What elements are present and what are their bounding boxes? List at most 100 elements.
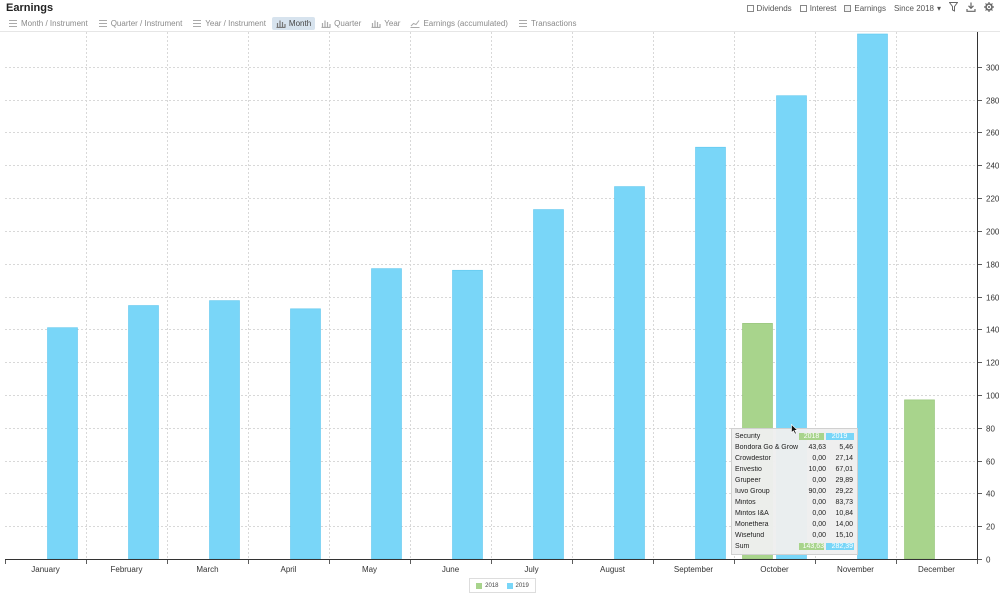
y-tick-label: 60 bbox=[986, 458, 995, 467]
tooltip-row: Monethera 0,00 14,00 bbox=[735, 519, 854, 530]
tooltip-row-name: Iuvo Group bbox=[735, 488, 770, 495]
caret-down-icon: ▾ bbox=[936, 4, 941, 13]
tooltip-row-2018: 0,00 bbox=[812, 477, 826, 484]
tab-label: Month / Instrument bbox=[21, 19, 88, 28]
y-tick-label: 120 bbox=[986, 359, 1000, 368]
x-tick-label: April bbox=[280, 565, 296, 574]
tooltip-rows: Bondora Go & Grow 43,63 5,46 Crowdestor 0,00… bbox=[735, 442, 854, 541]
tab-month-instrument[interactable]: Month / Instrument bbox=[4, 17, 92, 30]
x-tick-label: March bbox=[196, 565, 218, 574]
bar-2019-june bbox=[452, 269, 483, 560]
tooltip-row: Grupeer 0,00 29,89 bbox=[735, 475, 854, 486]
legend-label-2018: 2018 bbox=[485, 582, 499, 589]
legend-item-2019[interactable]: 2019 bbox=[506, 582, 529, 589]
tooltip-row-name: Envestio bbox=[735, 466, 762, 473]
tooltip-row-name: Monethera bbox=[735, 521, 769, 528]
list-icon bbox=[9, 20, 17, 27]
tooltip-row: Iuvo Group 90,00 29,22 bbox=[735, 486, 854, 497]
y-tick-label: 180 bbox=[986, 261, 1000, 270]
list-icon bbox=[193, 20, 202, 27]
download-icon[interactable] bbox=[966, 2, 976, 15]
tab-label: Month bbox=[288, 19, 312, 28]
bar-chart-icon bbox=[276, 20, 286, 28]
x-tick-label: May bbox=[362, 565, 377, 574]
tab-label: Year / Instrument bbox=[205, 19, 266, 28]
bar-2019-april bbox=[290, 308, 321, 560]
tooltip-col-2018: 2018 bbox=[799, 433, 824, 440]
x-tick-label: July bbox=[524, 565, 538, 574]
tooltip-sum-label: Sum bbox=[735, 543, 750, 550]
tooltip-row-name: Mintos bbox=[735, 499, 756, 506]
tooltip-sum-2019: 282,39 bbox=[826, 543, 854, 550]
filter-icon[interactable] bbox=[948, 2, 959, 15]
legend-swatch-2018 bbox=[476, 582, 483, 589]
dividends-label: Dividends bbox=[756, 4, 792, 13]
tooltip-row-2018: 10,00 bbox=[808, 466, 826, 473]
tab-label: Quarter bbox=[334, 19, 362, 28]
tab-quarter-instrument[interactable]: Quarter / Instrument bbox=[94, 17, 187, 30]
y-tick-label: 0 bbox=[986, 556, 991, 565]
tooltip-row-name: Grupeer bbox=[735, 477, 761, 484]
tab-quarter[interactable]: Quarter bbox=[317, 17, 365, 30]
bar-chart-icon bbox=[371, 20, 381, 28]
x-tick-label: February bbox=[110, 565, 142, 574]
tooltip-row: Crowdestor 0,00 27,14 bbox=[735, 453, 854, 464]
line-chart-icon bbox=[410, 20, 420, 28]
bar-chart-icon bbox=[321, 20, 331, 28]
tab-label: Transactions bbox=[530, 19, 577, 28]
x-tick-label: November bbox=[837, 565, 874, 574]
interest-toggle[interactable]: Interest bbox=[799, 4, 837, 13]
tab-transactions[interactable]: Transactions bbox=[514, 17, 581, 30]
mouse-cursor-icon bbox=[791, 424, 799, 435]
interest-checkbox[interactable] bbox=[799, 5, 807, 12]
bar-2018-december bbox=[904, 399, 935, 560]
y-tick-label: 260 bbox=[986, 129, 1000, 138]
tooltip-row: Envestio 10,00 67,01 bbox=[735, 464, 854, 475]
bar-2019-february bbox=[128, 305, 159, 560]
view-toolbar: Month / Instrument Quarter / Instrument … bbox=[4, 17, 580, 30]
x-tick-label: January bbox=[31, 565, 59, 574]
y-tick-label: 160 bbox=[986, 294, 1000, 303]
dividends-toggle[interactable]: Dividends bbox=[746, 4, 792, 13]
tooltip-row-name: Wisefund bbox=[735, 532, 765, 539]
x-tick-label: September bbox=[674, 565, 713, 574]
bar-2019-september bbox=[695, 146, 726, 560]
tab-label: Quarter / Instrument bbox=[110, 19, 183, 28]
bar-2019-november bbox=[857, 33, 888, 560]
since-dropdown[interactable]: Since 2018 ▾ bbox=[894, 4, 941, 13]
tab-year-instrument[interactable]: Year / Instrument bbox=[188, 17, 270, 30]
tab-earnings-accumulated[interactable]: Earnings (accumulated) bbox=[406, 17, 511, 30]
y-tick-label: 140 bbox=[986, 326, 1000, 335]
tooltip-row-2018: 90,00 bbox=[808, 488, 826, 495]
chart-legend: 2018 2019 bbox=[469, 578, 536, 593]
tab-label: Year bbox=[384, 19, 401, 28]
earnings-checkbox[interactable] bbox=[844, 5, 852, 12]
toolbar-divider bbox=[0, 31, 1000, 32]
tooltip-sum-row: Sum 143,63 282,39 bbox=[735, 541, 854, 552]
tooltip-row-2019: 83,73 bbox=[835, 499, 853, 506]
y-tick-label: 200 bbox=[986, 228, 1000, 237]
y-tick-label: 40 bbox=[986, 490, 995, 499]
x-tick-label: August bbox=[600, 565, 626, 574]
tooltip-row-2018: 0,00 bbox=[812, 499, 826, 506]
x-tick-label: December bbox=[918, 565, 955, 574]
dividends-checkbox[interactable] bbox=[746, 5, 754, 12]
tooltip-row-2018: 0,00 bbox=[812, 521, 826, 528]
tab-year[interactable]: Year bbox=[367, 17, 404, 30]
y-tick-label: 100 bbox=[986, 392, 1000, 401]
page-title: Earnings bbox=[6, 2, 54, 14]
interest-label: Interest bbox=[809, 4, 837, 13]
tooltip-row-2019: 29,22 bbox=[835, 488, 853, 495]
legend-label-2019: 2019 bbox=[515, 582, 529, 589]
tooltip-row-name: Crowdestor bbox=[735, 455, 771, 462]
bar-2019-august bbox=[614, 186, 645, 560]
tooltip-row: Wisefund 0,00 15,10 bbox=[735, 530, 854, 541]
tooltip-row-2018: 0,00 bbox=[812, 532, 826, 539]
tab-month[interactable]: Month bbox=[271, 17, 316, 30]
legend-item-2018[interactable]: 2018 bbox=[476, 582, 499, 589]
x-tick-label: June bbox=[442, 565, 460, 574]
gear-icon[interactable] bbox=[984, 2, 994, 15]
earnings-toggle[interactable]: Earnings bbox=[844, 4, 886, 13]
tooltip-row-2019: 67,01 bbox=[835, 466, 853, 473]
tooltip-col-2019: 2019 bbox=[826, 433, 854, 440]
